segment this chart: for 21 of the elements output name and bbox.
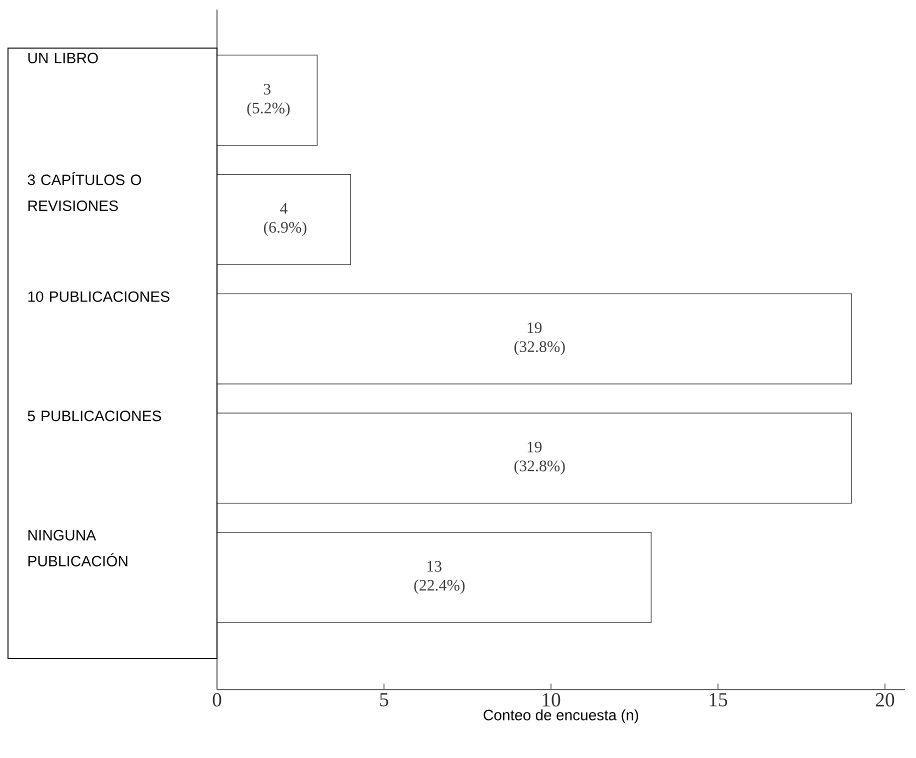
- y-tick-label: NINGUNA PUBLICACIÓN: [28, 530, 128, 566]
- bar: [216, 532, 652, 623]
- y-tick-label: 3 CAPÍTULOS O REVISIONES: [28, 172, 142, 212]
- x-tick-label: 0: [212, 693, 222, 707]
- data-label: 3 (5.2%): [247, 84, 290, 117]
- bar: [216, 412, 852, 504]
- x-tick-label: 10: [542, 693, 560, 707]
- y-tick-label: 5 PUBLICACIONES: [28, 410, 162, 422]
- x-axis-title: Conteo de encuesta (n): [484, 709, 638, 724]
- bar: [216, 54, 318, 146]
- x-tick-label: 15: [710, 693, 728, 706]
- data-label: 13 (22.4%): [414, 561, 465, 594]
- x-tick-label: 5: [380, 693, 388, 706]
- bar: [216, 174, 351, 266]
- y-tick-label: 10 PUBLICACIONES: [28, 291, 170, 302]
- data-label: 4 (6.9%): [264, 203, 306, 236]
- bar: [216, 293, 852, 384]
- data-label: 19 (32.8%): [514, 322, 565, 356]
- x-tick-label: 20: [876, 693, 894, 707]
- y-tick-label: UN LIBRO: [28, 52, 98, 64]
- data-label: 19 (32.8%): [514, 442, 565, 475]
